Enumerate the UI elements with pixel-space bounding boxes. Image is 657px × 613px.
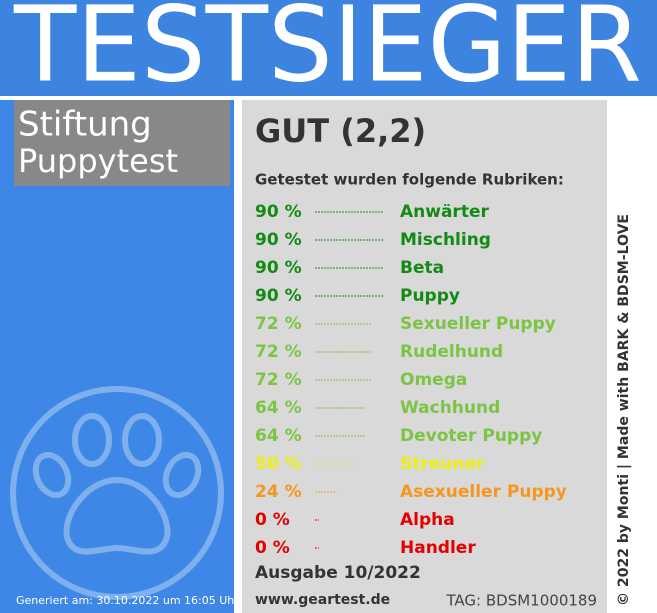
generated-note: Generiert am: 30.10.2022 um 16:05 Uhr: [16, 594, 239, 607]
score-label: 64 %: [255, 426, 302, 446]
score-label: 0 %: [255, 510, 290, 530]
score-label: 90 %: [255, 258, 302, 278]
publisher-line: Puppytest: [18, 142, 178, 180]
score-label: 90 %: [255, 230, 302, 250]
category-name: Anwärter: [400, 202, 489, 222]
rows: 90 % Anwärter 90 % Mischling 90 % Beta 90 % Pup…: [255, 202, 567, 558]
category-name: Handler: [400, 538, 476, 558]
category-name: Alpha: [400, 510, 455, 530]
category-name: Rudelhund: [400, 342, 503, 362]
score-label: 72 %: [255, 342, 302, 362]
website: www.geartest.de: [255, 592, 390, 608]
category-name: Asexueller Puppy: [400, 482, 567, 502]
category-name: Puppy: [400, 286, 460, 306]
banner: [0, 0, 657, 96]
score-label: 0 %: [255, 538, 290, 558]
score-label: 72 %: [255, 314, 302, 334]
publisher-line: Stiftung: [18, 105, 152, 145]
category-name: Omega: [400, 370, 467, 390]
category-name: Sexueller Puppy: [400, 314, 556, 334]
credit: © 2022 by Monti | Made with BARK & BDSM-…: [616, 214, 632, 606]
score-label: 90 %: [255, 286, 302, 306]
result-panel: [242, 100, 607, 613]
category-name: Wachhund: [400, 398, 500, 418]
category-name: Mischling: [400, 230, 491, 250]
category-name: Devoter Puppy: [400, 426, 542, 446]
score-label: 64 %: [255, 398, 302, 418]
category-name: Streuner: [400, 454, 485, 474]
paw-icon: [10, 386, 224, 600]
publisher-box: [14, 100, 230, 186]
score-label: 24 %: [255, 482, 302, 502]
intro: Getestet wurden folgende Rubriken:: [255, 171, 564, 189]
rating: GUT (2,2): [255, 112, 426, 150]
score-label: 50 %: [255, 454, 302, 474]
tag: TAG: BDSM1000189: [445, 592, 597, 610]
category-name: Beta: [400, 258, 444, 278]
score-label: 72 %: [255, 370, 302, 390]
edition: Ausgabe 10/2022: [255, 563, 421, 583]
banner-title: TESTSIEGER: [13, 0, 642, 105]
score-label: 90 %: [255, 202, 302, 222]
